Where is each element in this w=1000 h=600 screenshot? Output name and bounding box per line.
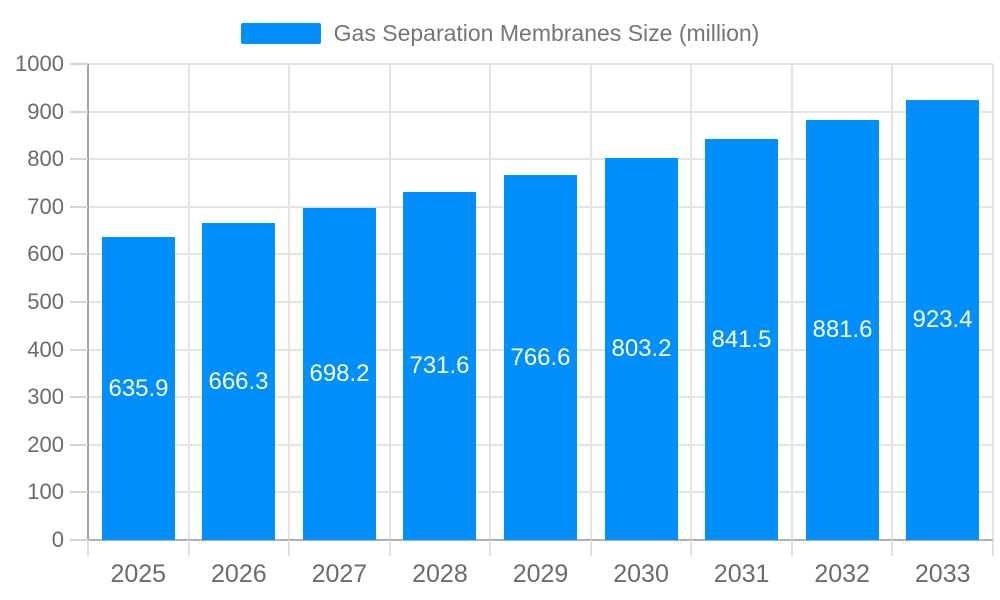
- y-axis-label: 600: [27, 241, 64, 267]
- y-axis-tick: [70, 110, 88, 113]
- y-axis-label: 200: [27, 431, 64, 457]
- legend-swatch-icon: [240, 22, 321, 44]
- y-axis-tick: [70, 539, 88, 541]
- bar-value-label: 698.2: [309, 360, 370, 387]
- plot-area: 635.9 666.3 698.2 731.6 766.6 803.2 841.5 881.6…: [87, 63, 994, 541]
- vertical-gridline: [891, 64, 894, 540]
- x-axis-label: 2029: [512, 560, 569, 588]
- x-axis-tick: [790, 540, 793, 556]
- y-axis-tick: [70, 205, 88, 208]
- horizontal-gridline: [88, 158, 993, 161]
- y-axis-label: 700: [27, 193, 64, 219]
- y-axis-label: 1000: [15, 51, 64, 76]
- bar-value-label: 635.9: [108, 374, 169, 402]
- y-axis-label: 800: [27, 146, 64, 172]
- bar-2029[interactable]: 766.6: [504, 175, 577, 540]
- y-axis-label: 0: [51, 527, 64, 552]
- bar-2031[interactable]: 841.5: [705, 139, 778, 540]
- bar-value-label: 766.6: [510, 343, 571, 371]
- vertical-gridline: [388, 64, 391, 540]
- y-axis-label: 400: [27, 336, 64, 362]
- x-axis-tick: [288, 540, 291, 556]
- x-axis-tick: [187, 540, 190, 556]
- y-axis-tick: [70, 443, 88, 446]
- bar-value-label: 841.5: [711, 325, 772, 353]
- bar-value-label: 666.3: [208, 367, 269, 395]
- x-axis-label: 2033: [914, 560, 971, 588]
- legend-label: Gas Separation Membranes Size (million): [333, 19, 760, 46]
- vertical-gridline: [790, 64, 793, 540]
- vertical-gridline: [489, 64, 492, 540]
- horizontal-gridline: [88, 110, 993, 113]
- y-axis-tick: [70, 348, 88, 351]
- x-axis-tick: [388, 540, 391, 556]
- y-axis-tick: [70, 158, 88, 161]
- x-axis-label: 2025: [110, 560, 167, 588]
- x-axis-label: 2026: [211, 560, 267, 588]
- y-axis-tick: [70, 63, 88, 65]
- bar-2026[interactable]: 666.3: [202, 223, 275, 540]
- y-axis-line: [87, 64, 89, 540]
- y-axis-tick: [70, 396, 88, 399]
- x-axis-label: 2028: [412, 560, 468, 588]
- y-axis-label: 900: [27, 98, 64, 124]
- vertical-gridline: [288, 64, 291, 540]
- x-axis-tick: [489, 540, 492, 556]
- bar-value-label: 923.4: [912, 306, 973, 333]
- x-axis-tick: [891, 540, 894, 556]
- bar-2030[interactable]: 803.2: [605, 158, 678, 540]
- vertical-gridline: [992, 64, 994, 540]
- bar-2028[interactable]: 731.6: [403, 192, 476, 540]
- x-axis-tick: [992, 540, 994, 556]
- x-axis-label: 2030: [613, 560, 669, 588]
- x-axis-tick: [589, 540, 592, 556]
- x-axis-label: 2031: [713, 560, 770, 588]
- y-axis-label: 300: [27, 384, 64, 410]
- bar-value-label: 803.2: [611, 335, 672, 362]
- x-axis-label: 2027: [311, 560, 368, 588]
- vertical-gridline: [690, 64, 693, 540]
- bar-value-label: 881.6: [812, 316, 873, 343]
- y-axis-label: 500: [27, 289, 64, 314]
- x-axis-line: [88, 539, 993, 541]
- y-axis-tick: [70, 253, 88, 256]
- x-axis-tick: [87, 540, 89, 556]
- bar-2033[interactable]: 923.4: [906, 100, 979, 540]
- y-axis-tick: [70, 491, 88, 494]
- legend[interactable]: Gas Separation Membranes Size (million): [0, 12, 1000, 54]
- vertical-gridline: [589, 64, 592, 540]
- bar-2025[interactable]: 635.9: [102, 237, 175, 540]
- x-axis-label: 2032: [814, 560, 870, 588]
- bar-2032[interactable]: 881.6: [806, 120, 879, 540]
- bar-2027[interactable]: 698.2: [303, 208, 376, 540]
- y-axis-label: 100: [27, 479, 64, 505]
- x-axis-tick: [690, 540, 693, 556]
- vertical-gridline: [187, 64, 190, 540]
- horizontal-gridline: [88, 63, 993, 65]
- y-axis-tick: [70, 301, 88, 303]
- bar-value-label: 731.6: [409, 352, 470, 379]
